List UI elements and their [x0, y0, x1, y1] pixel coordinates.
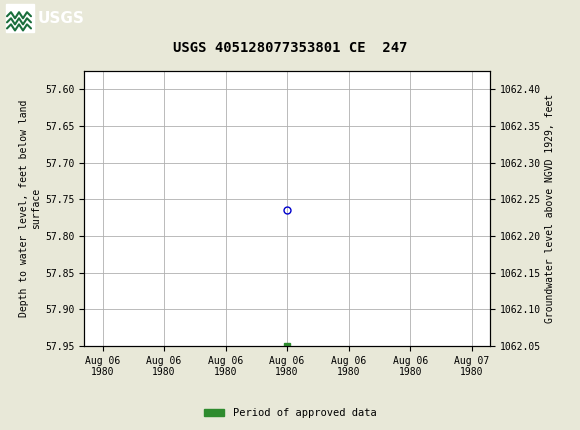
Bar [6, 4, 34, 33]
Y-axis label: Depth to water level, feet below land
surface: Depth to water level, feet below land su… [19, 100, 41, 317]
Text: USGS: USGS [38, 11, 85, 26]
Y-axis label: Groundwater level above NGVD 1929, feet: Groundwater level above NGVD 1929, feet [545, 94, 555, 323]
Legend: Period of approved data: Period of approved data [200, 404, 380, 423]
Text: USGS 405128077353801 CE  247: USGS 405128077353801 CE 247 [173, 41, 407, 55]
